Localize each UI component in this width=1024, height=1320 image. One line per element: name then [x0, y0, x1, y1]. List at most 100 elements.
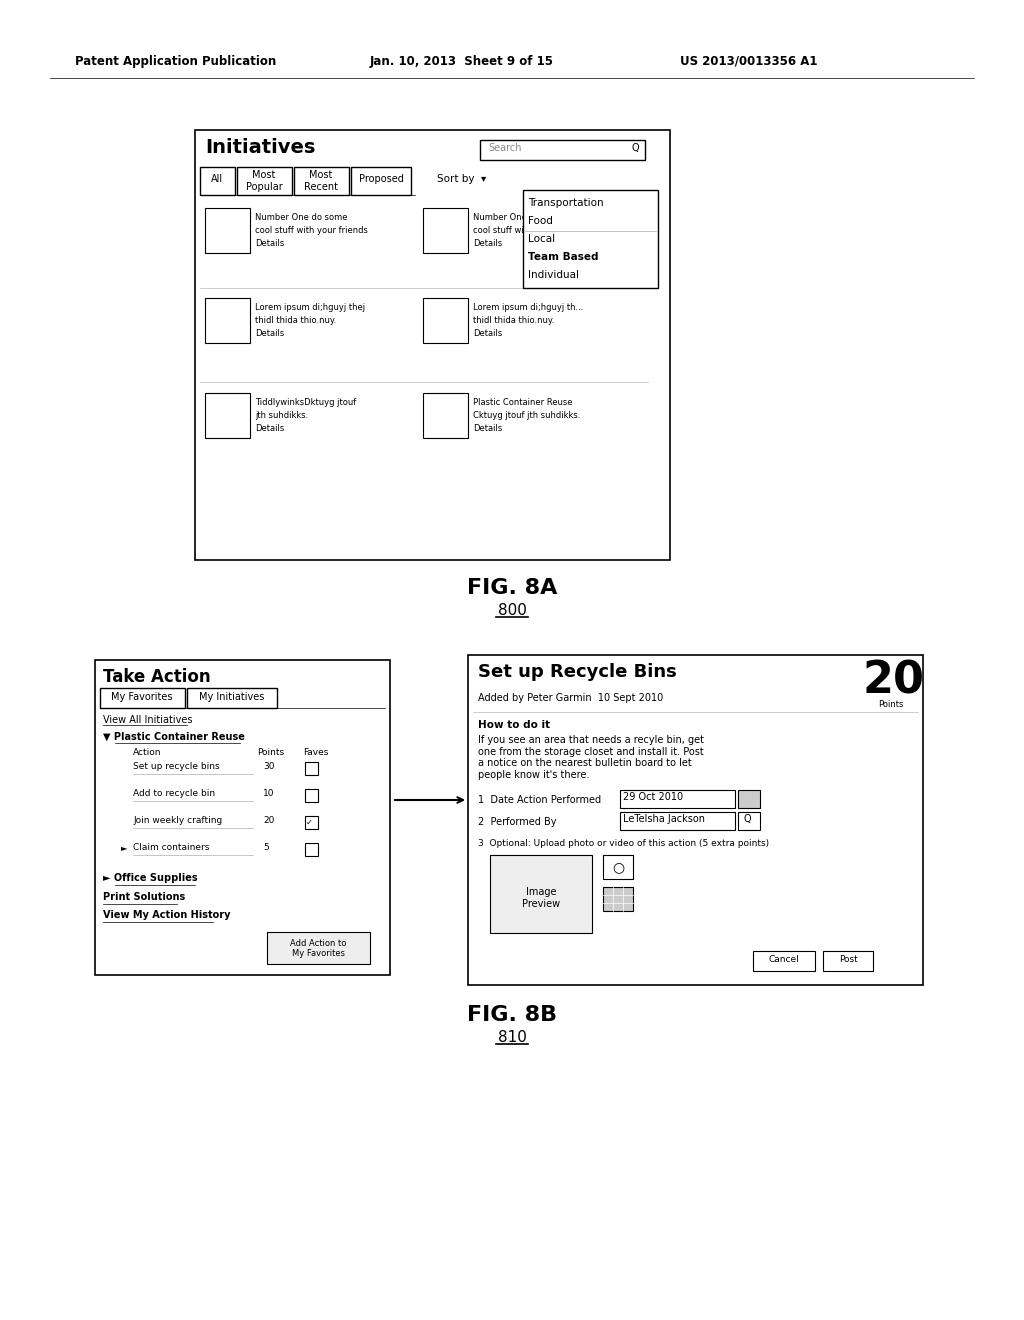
Text: All: All [211, 174, 223, 183]
Bar [200, 168, 234, 195]
Text: Set up Recycle Bins: Set up Recycle Bins [478, 663, 677, 681]
Text: 5: 5 [263, 843, 268, 851]
Text: TiddlywinksDktuyg jtouf: TiddlywinksDktuyg jtouf [255, 399, 356, 407]
Text: Print Solutions: Print Solutions [103, 892, 185, 902]
Text: Q: Q [744, 814, 752, 824]
Bar [100, 688, 185, 708]
Bar [195, 129, 670, 560]
Bar [738, 789, 760, 808]
Text: Post: Post [839, 954, 857, 964]
Text: Claim containers: Claim containers [133, 843, 209, 851]
Bar [423, 298, 468, 343]
Text: Proposed: Proposed [358, 174, 403, 183]
Text: Set up recycle bins: Set up recycle bins [133, 762, 219, 771]
Bar [523, 190, 658, 288]
Text: ✓: ✓ [306, 818, 313, 828]
Text: Cancel: Cancel [769, 954, 800, 964]
Bar [205, 209, 250, 253]
Text: Details: Details [473, 239, 502, 248]
Text: ►: ► [121, 843, 128, 851]
Bar [305, 816, 318, 829]
Bar [294, 168, 349, 195]
Text: 30: 30 [263, 762, 274, 771]
Text: Q: Q [631, 143, 639, 153]
Bar [305, 843, 318, 855]
Text: Image
Preview: Image Preview [522, 887, 560, 908]
Bar [468, 655, 923, 985]
Text: 29 Oct 2010: 29 Oct 2010 [623, 792, 683, 803]
Bar [305, 789, 318, 803]
Text: ○: ○ [612, 861, 624, 874]
Text: Number One do some: Number One do some [255, 213, 347, 222]
Text: Faves: Faves [303, 748, 329, 756]
Text: Details: Details [473, 329, 502, 338]
Text: Add Action to
My Favorites: Add Action to My Favorites [290, 939, 346, 958]
Bar [603, 855, 633, 879]
Text: Points: Points [257, 748, 284, 756]
Bar [237, 168, 292, 195]
Text: 2  Performed By: 2 Performed By [478, 817, 556, 828]
Text: ▼ Plastic Container Reuse: ▼ Plastic Container Reuse [103, 733, 245, 742]
Text: Most
Popular: Most Popular [246, 170, 283, 191]
Text: 810: 810 [498, 1030, 526, 1045]
Text: ► Office Supplies: ► Office Supplies [103, 873, 198, 883]
Text: View My Action History: View My Action History [103, 909, 230, 920]
Text: Local: Local [528, 234, 555, 244]
Text: My Initiatives: My Initiatives [200, 692, 264, 702]
Text: Details: Details [255, 239, 285, 248]
Text: 10: 10 [263, 789, 274, 799]
Text: Number One do some: Number One do some [473, 213, 565, 222]
Bar [205, 393, 250, 438]
Bar [823, 950, 873, 972]
Text: Add to recycle bin: Add to recycle bin [133, 789, 215, 799]
Text: FIG. 8B: FIG. 8B [467, 1005, 557, 1026]
Text: Cktuyg jtouf jth suhdikks.: Cktuyg jtouf jth suhdikks. [473, 411, 581, 420]
Text: US 2013/0013356 A1: US 2013/0013356 A1 [680, 55, 817, 69]
Text: cool stuff with your frien...: cool stuff with your frien... [473, 226, 584, 235]
Bar [351, 168, 411, 195]
Text: Join weekly crafting: Join weekly crafting [133, 816, 222, 825]
Bar [620, 789, 735, 808]
Bar [490, 855, 592, 933]
Bar [187, 688, 278, 708]
Text: How to do it: How to do it [478, 719, 550, 730]
Text: Details: Details [255, 329, 285, 338]
Text: My Favorites: My Favorites [112, 692, 173, 702]
Bar [305, 762, 318, 775]
Bar [423, 209, 468, 253]
Text: Details: Details [473, 424, 502, 433]
Bar [423, 393, 468, 438]
Text: thidl thida thio.nuy.: thidl thida thio.nuy. [255, 315, 336, 325]
Text: 1  Date Action Performed: 1 Date Action Performed [478, 795, 601, 805]
Text: 20: 20 [263, 816, 274, 825]
Bar [620, 812, 735, 830]
Text: cool stuff with your friends: cool stuff with your friends [255, 226, 368, 235]
Bar [738, 812, 760, 830]
Bar [480, 140, 645, 160]
Text: Patent Application Publication: Patent Application Publication [75, 55, 276, 69]
Text: Food: Food [528, 216, 553, 226]
Bar [603, 887, 633, 911]
Text: Plastic Container Reuse: Plastic Container Reuse [473, 399, 572, 407]
Text: FIG. 8A: FIG. 8A [467, 578, 557, 598]
Text: Initiatives: Initiatives [205, 139, 315, 157]
Bar [95, 660, 390, 975]
Text: Jan. 10, 2013  Sheet 9 of 15: Jan. 10, 2013 Sheet 9 of 15 [370, 55, 554, 69]
Text: Added by Peter Garmin  10 Sept 2010: Added by Peter Garmin 10 Sept 2010 [478, 693, 664, 704]
Text: 20: 20 [863, 660, 925, 704]
Text: Individual: Individual [528, 271, 579, 280]
Bar [753, 950, 815, 972]
Text: Sort by  ▾: Sort by ▾ [437, 174, 486, 183]
Text: Take Action: Take Action [103, 668, 211, 686]
Bar [205, 298, 250, 343]
Text: Most
Recent: Most Recent [304, 170, 338, 191]
Text: Details: Details [255, 424, 285, 433]
Bar [267, 932, 370, 964]
Text: Lorem ipsum di;hguyj th...: Lorem ipsum di;hguyj th... [473, 304, 584, 312]
Text: Lorem ipsum di;hguyj thej: Lorem ipsum di;hguyj thej [255, 304, 366, 312]
Text: Action: Action [133, 748, 162, 756]
Text: If you see an area that needs a recyle bin, get
one from the storage closet and : If you see an area that needs a recyle b… [478, 735, 705, 780]
Text: thidl thida thio.nuy.: thidl thida thio.nuy. [473, 315, 554, 325]
Text: LeTelsha Jackson: LeTelsha Jackson [623, 814, 705, 824]
Text: Points: Points [878, 700, 903, 709]
